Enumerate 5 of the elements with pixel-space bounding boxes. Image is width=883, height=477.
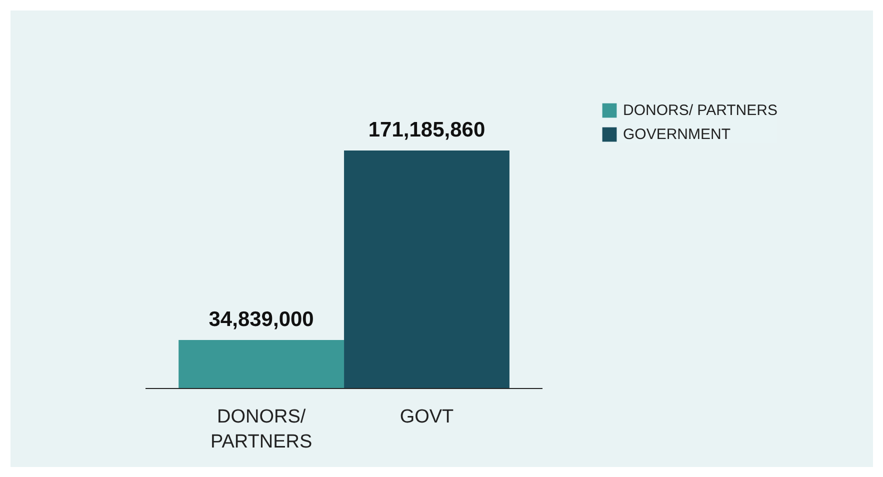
data-label: 171,185,860 (368, 118, 486, 142)
data-label: 34,839,000 (208, 308, 314, 332)
legend-label: DONORS/ PARTNERS (623, 102, 778, 118)
legend-label: GOVERNMENT (623, 126, 731, 142)
x-tick-label: GOVT (400, 406, 454, 428)
